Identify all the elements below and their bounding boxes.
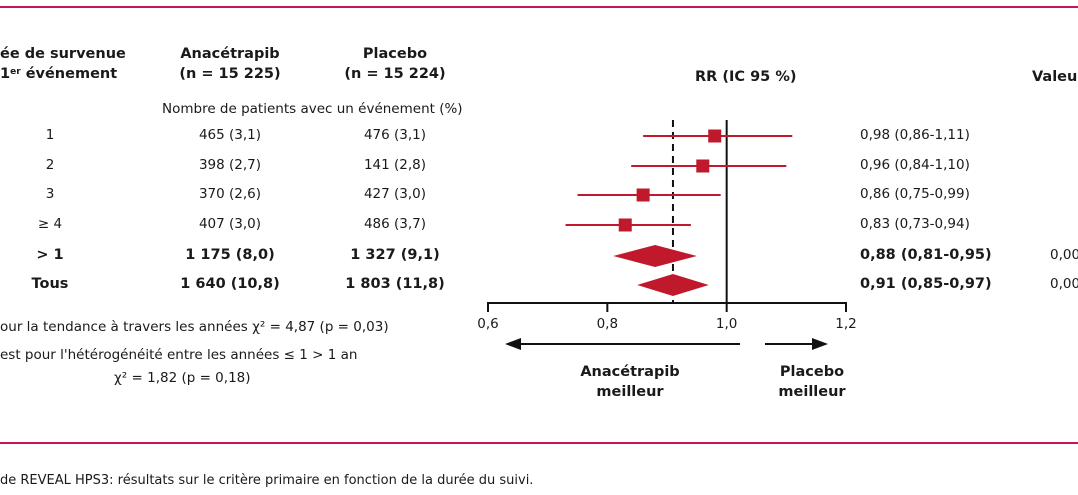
row-placebo-count: 141 (2,8) [363,157,427,173]
row-placebo-count: 486 (3,7) [363,216,427,232]
row-rr-text: 0,83 (0,73-0,94) [860,216,970,232]
header-anacetrapib-line1: Anacétrapib [180,46,280,62]
row-label: Tous [31,276,69,292]
header-rr: RR (IC 95 %) [695,69,797,85]
header-anacetrapib-line2: (n = 15 225) [179,66,281,82]
header-duration-line1: ée de survenue [0,46,126,62]
x-tick-label: 0,6 [477,316,499,332]
caption-placebo-better-line2: meilleur [778,384,846,400]
row-pvalue: 0,00 [1050,247,1078,263]
top-rule [0,6,1078,8]
x-tick-label: 1,0 [715,316,738,332]
estimate-diamond [613,245,697,267]
figure-caption: de REVEAL HPS3: résultats sur le critère… [0,473,534,488]
row-label: 1 [45,127,55,143]
footnote-heterogeneity-line1: est pour l'hétérogénéité entre les année… [0,347,358,363]
row-placebo-count: 476 (3,1) [363,127,427,143]
row-anacetrapib-count: 398 (2,7) [198,157,262,173]
row-anacetrapib-count: 465 (3,1) [198,127,262,143]
x-tick-label: 0,8 [596,316,619,332]
header-pvalue: Valeur [1032,69,1078,85]
x-tick-label: 1,2 [835,316,857,332]
arrow-left-head [505,338,521,350]
row-rr-text: 0,86 (0,75-0,99) [860,186,970,202]
header-duration-post: événement [20,66,118,82]
caption-anacetrapib-better-line1: Anacétrapib [580,364,680,380]
header-duration-sup: er [10,67,21,77]
row-label: 3 [45,186,55,202]
row-anacetrapib-count: 407 (3,0) [198,216,262,232]
row-rr-text: 0,98 (0,86-1,11) [860,127,970,143]
footnote-trend: our la tendance à travers les années χ² … [0,319,389,335]
caption-anacetrapib-better-line2: meilleur [596,384,664,400]
row-rr-text: 0,91 (0,85-0,97) [860,276,992,292]
estimate-square [708,129,722,143]
row-anacetrapib-count: 370 (2,6) [198,186,262,202]
arrow-right-head [812,338,828,350]
row-rr-text: 0,88 (0,81-0,95) [860,247,992,263]
bottom-rule [0,442,1078,444]
row-rr-text: 0,96 (0,84-1,10) [860,157,970,173]
row-label: > 1 [36,247,64,263]
row-placebo-count: 427 (3,0) [363,186,427,202]
estimate-square [618,218,632,232]
header-duration-pre: 1 [0,66,11,82]
estimate-square [636,188,650,202]
estimate-diamond [637,274,709,296]
row-pvalue: 0,00 [1050,276,1078,292]
estimate-square [696,159,710,173]
caption-placebo-better-line1: Placebo [779,364,845,380]
header-duration-line2: 1er événement [0,66,117,83]
subheader-patients: Nombre de patients avec un événement (%) [162,101,463,117]
header-placebo-line2: (n = 15 224) [344,66,446,82]
row-placebo-count: 1 803 (11,8) [345,276,445,292]
footnote-heterogeneity-line2: χ² = 1,82 (p = 0,18) [114,370,251,386]
row-anacetrapib-count: 1 640 (10,8) [180,276,280,292]
row-anacetrapib-count: 1 175 (8,0) [185,247,275,263]
row-placebo-count: 1 327 (9,1) [350,247,440,263]
header-placebo-line1: Placebo [362,46,428,62]
row-label: ≥ 4 [37,216,63,232]
row-label: 2 [45,157,55,173]
